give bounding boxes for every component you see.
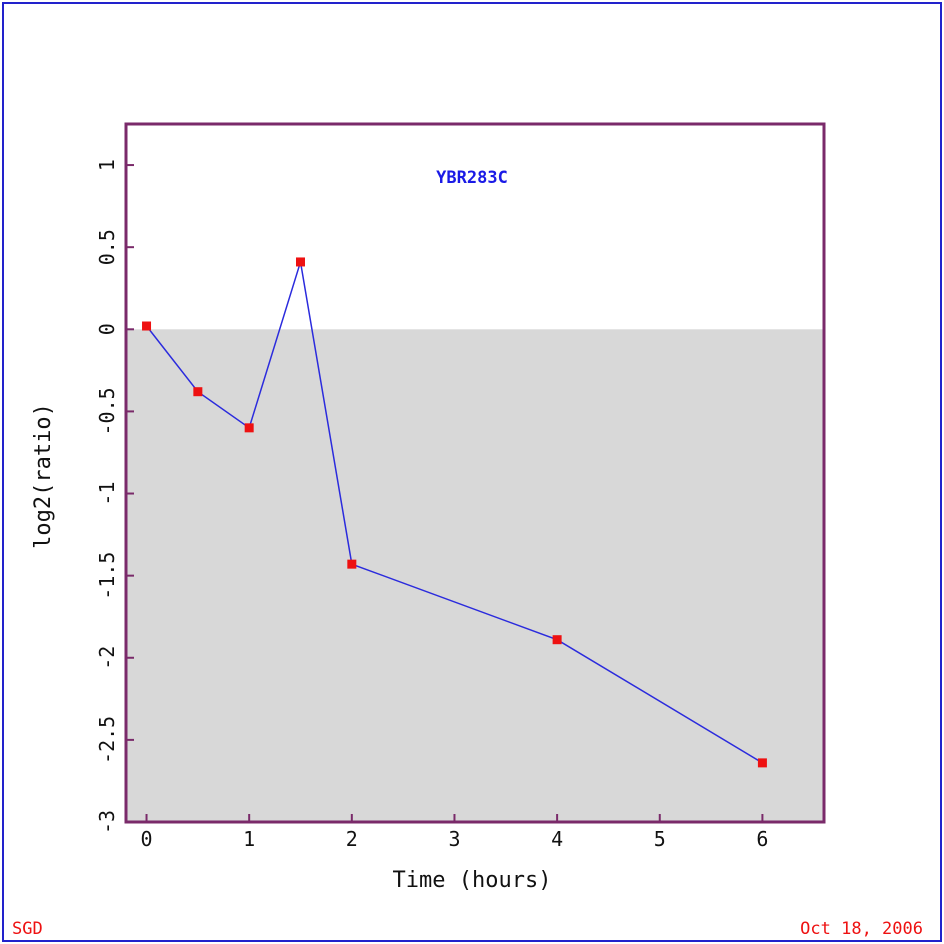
y-tick-label: -3 (95, 810, 119, 834)
footer-date: Oct 18, 2006 (800, 919, 923, 939)
negative-region-shade (126, 329, 824, 822)
y-tick-labels: -3 -2.5 -2 -1.5 -1 -0.5 0 0.5 1 (95, 159, 119, 834)
x-axis-label: Time (hours) (393, 868, 552, 893)
x-tick-labels: 0 1 2 3 4 5 6 (141, 827, 769, 851)
data-point (757, 758, 767, 768)
chart-title: YBR283C (436, 168, 508, 188)
y-tick-label: 0.5 (95, 229, 119, 265)
plot-border (124, 122, 826, 824)
x-tick-label: 5 (654, 827, 666, 851)
data-point (244, 423, 254, 433)
y-tick-label: -2 (95, 646, 119, 670)
data-point (193, 387, 203, 397)
x-tick-label: 6 (756, 827, 768, 851)
y-tick-label: -1 (95, 481, 119, 505)
plot-area (124, 122, 826, 824)
footer-source: SGD (12, 919, 43, 939)
x-tick-label: 2 (346, 827, 358, 851)
data-point (296, 257, 305, 267)
y-tick-label: -2.5 (95, 716, 119, 764)
data-point (347, 559, 357, 569)
x-tick-label: 1 (243, 827, 255, 851)
y-tick-label: -0.5 (95, 387, 119, 435)
y-tick-label: 0 (95, 323, 119, 335)
x-tick-label: 3 (448, 827, 460, 851)
y-tick-label: 1 (95, 159, 119, 171)
y-axis-label: log2(ratio) (31, 403, 56, 549)
y-tick-label: -1.5 (95, 552, 119, 600)
x-tick-label: 0 (141, 827, 153, 851)
data-point (552, 635, 562, 645)
x-tick-label: 4 (551, 827, 563, 851)
data-markers (142, 257, 767, 768)
data-point (142, 321, 152, 331)
